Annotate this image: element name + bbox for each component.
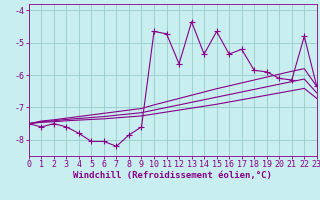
X-axis label: Windchill (Refroidissement éolien,°C): Windchill (Refroidissement éolien,°C) bbox=[73, 171, 272, 180]
